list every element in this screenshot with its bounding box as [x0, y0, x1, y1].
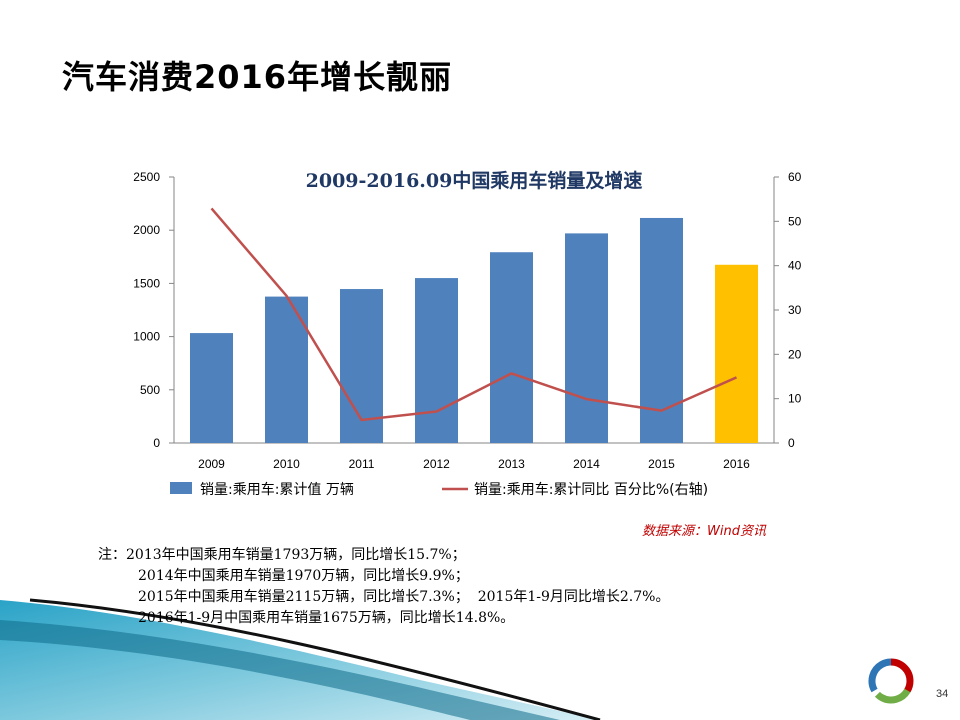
bar-2012 [415, 278, 458, 443]
right-axis-tick-label: 60 [788, 170, 802, 184]
bar-2014 [565, 233, 608, 443]
note-line: 2014年中国乘用车销量1970万辆，同比增长9.9%； [138, 568, 469, 584]
x-axis-tick-label: 2015 [648, 457, 675, 471]
bar-2009 [190, 333, 233, 443]
left-axis-tick-label: 2500 [133, 170, 160, 184]
slide-title: 汽车消费2016年增长靓丽 [62, 58, 453, 96]
growth-line-series [210, 207, 738, 422]
bar-2016 [715, 264, 758, 443]
right-axis-tick-label: 40 [788, 259, 802, 273]
right-axis-tick-label: 0 [788, 436, 795, 450]
legend-label-bar: 销量:乘用车:累计值 万辆 [200, 481, 354, 498]
right-axis-tick-label: 20 [788, 347, 802, 361]
left-axis-tick-label: 500 [140, 383, 160, 397]
bar-2013 [490, 252, 533, 443]
left-axis-tick-label: 2000 [133, 223, 160, 237]
right-axis-tick-label: 10 [788, 392, 802, 406]
notes-block: 注：2013年中国乘用车销量1793万辆，同比增长15.7%； 2014年中国乘… [98, 545, 669, 629]
legend-label-line: 销量:乘用车:累计同比 百分比%(右轴) [474, 481, 708, 498]
legend-swatch-bar [170, 482, 192, 494]
left-axis-tick-label: 1000 [133, 330, 160, 344]
note-line: 2015年中国乘用车销量2115万辆，同比增长7.3%； 2015年1-9月同比… [138, 589, 670, 605]
chart-title: 2009-2016.09中国乘用车销量及增速 [306, 169, 643, 192]
x-axis-tick-label: 2011 [349, 457, 375, 471]
left-axis-tick-label: 1500 [133, 276, 160, 290]
x-axis-tick-label: 2012 [423, 457, 450, 471]
left-axis-tick-label: 0 [153, 436, 160, 450]
x-axis-tick-label: 2016 [723, 457, 750, 471]
x-axis-tick-label: 2009 [198, 457, 225, 471]
x-axis-tick-label: 2010 [273, 457, 300, 471]
company-logo [868, 658, 914, 704]
right-axis-tick-label: 50 [788, 214, 802, 228]
x-axis-tick-label: 2014 [573, 457, 600, 471]
page-number: 34 [936, 688, 949, 700]
note-line: 注：2013年中国乘用车销量1793万辆，同比增长15.7%； [98, 547, 466, 563]
x-axis-tick-label: 2013 [498, 457, 525, 471]
right-axis-tick-label: 30 [788, 303, 802, 317]
data-source-label: 数据来源：Wind资讯 [642, 524, 766, 539]
note-line: 2016年1-9月中国乘用车销量1675万辆，同比增长14.8%。 [138, 610, 515, 626]
